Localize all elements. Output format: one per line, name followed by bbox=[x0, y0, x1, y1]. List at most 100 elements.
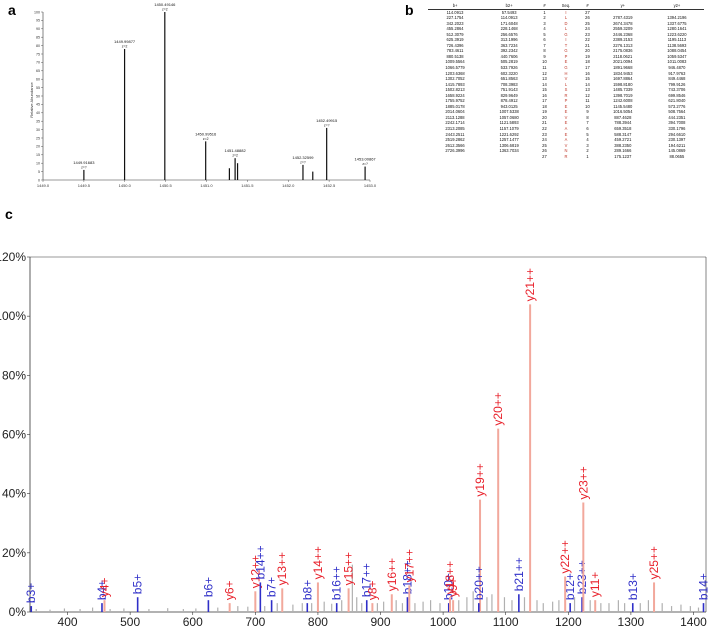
fragment-table-cell: 512.3079 bbox=[446, 31, 464, 37]
fragment-label-y14++: y14++ bbox=[311, 546, 325, 579]
fragment-label-y17++: y17++ bbox=[402, 549, 416, 582]
fragment-table-row: 2313.2085 1157.1079 22 A 6 659.3518 330.1796 bbox=[428, 126, 704, 132]
isotope-y-tick-label: 25 bbox=[36, 136, 40, 140]
fragment-table-row: 783.4611 392.2342 8 G 20 2175.0836 1088.0454 bbox=[428, 48, 704, 54]
fragment-label-y15++: y15++ bbox=[342, 552, 356, 585]
isotope-x-tick-label: 1452.5 bbox=[323, 183, 336, 188]
fragment-table-cell: 1891.9668 bbox=[613, 65, 633, 71]
fragment-table-cell: 175.1237 bbox=[614, 153, 632, 159]
fragment-table-cell: 10 bbox=[542, 59, 547, 65]
isotope-peak-charge: z=2 bbox=[122, 44, 128, 48]
fragment-table-cell: 1598.8180 bbox=[613, 81, 633, 87]
fragment-table-cell: 625.3919 bbox=[446, 37, 464, 43]
fragment-table-cell: 1306.6819 bbox=[499, 142, 519, 148]
isotope-peak-label: 1450.49146 bbox=[154, 2, 176, 7]
fragment-table-cell: 1059.5347 bbox=[667, 53, 687, 59]
isotope-y-tick-label: 80 bbox=[36, 44, 40, 48]
fragment-table-cell: 2787.4319 bbox=[613, 15, 633, 21]
fragment-table-cell: 7 bbox=[543, 42, 546, 48]
isotope-x-tick-label: 1450.0 bbox=[119, 183, 132, 188]
fragment-table-cell: 3 bbox=[543, 20, 546, 26]
fragment-table-cell: N bbox=[564, 148, 568, 154]
msms-x-tick-label: 1000 bbox=[430, 615, 457, 628]
fragment-table-cell: 1834.9453 bbox=[613, 70, 633, 76]
fragment-table-cell: 3 bbox=[586, 142, 589, 148]
fragment-table-cell: 1007.5338 bbox=[499, 109, 519, 115]
fragment-table-cell: I bbox=[565, 9, 567, 15]
fragment-table-cell: 363.7234 bbox=[500, 42, 518, 48]
fragment-table-cell: 2519.2862 bbox=[445, 137, 465, 143]
fragment-table-cell: 751.9143 bbox=[500, 87, 518, 93]
isotope-y-tick-label: 45 bbox=[36, 103, 40, 107]
fragment-table-cell: 1697.8864 bbox=[613, 76, 633, 82]
fragment-label-b4+: b4+ bbox=[95, 580, 109, 600]
fragment-table-cell: 2443.2511 bbox=[445, 131, 465, 137]
fragment-label-y8+: y8+ bbox=[365, 580, 379, 600]
fragment-table-cell: 508.7564 bbox=[668, 109, 686, 115]
fragment-table-cell: 621.8040 bbox=[668, 98, 686, 104]
fragment-table-cell: 194.6211 bbox=[668, 142, 686, 148]
fragment-table-cell: 19 bbox=[585, 53, 590, 59]
fragment-table-cell: 849.4468 bbox=[668, 76, 686, 82]
fragment-table-cell: D bbox=[564, 20, 568, 26]
fragment-table-cell: P bbox=[564, 53, 568, 59]
fragment-table-cell: 23 bbox=[585, 31, 590, 37]
isotope-y-tick-label: 70 bbox=[36, 61, 40, 65]
fragment-label-y18++: y18++ bbox=[443, 561, 457, 594]
fragment-table-cell: 26 bbox=[585, 15, 590, 21]
isotope-peak-charge: z=? bbox=[324, 123, 330, 127]
msms-y-tick-label: 20% bbox=[2, 546, 26, 560]
panel-letter-a: a bbox=[8, 2, 16, 18]
fragment-table-cell: 1223.6220 bbox=[667, 31, 687, 37]
fragment-label-b20++: b20++ bbox=[472, 566, 486, 600]
fragment-table-row: 342.2023 171.6048 3 D 25 2674.3478 1337.6775 bbox=[428, 21, 704, 27]
isotope-ylabel: Relative Abundance bbox=[29, 81, 34, 117]
fragment-table-cell: 2175.0836 bbox=[613, 48, 633, 54]
fragment-label-y4+: y4+ bbox=[97, 577, 111, 597]
fragment-table-cell: 588.3147 bbox=[614, 131, 632, 137]
fragment-table-cell: 14 bbox=[542, 81, 547, 87]
fragment-table-cell: 230.1397 bbox=[668, 137, 686, 143]
isotope-x-tick-label: 1451.0 bbox=[200, 183, 213, 188]
fragment-table-cell: 14 bbox=[585, 81, 590, 87]
fragment-table-cell: 1016.5054 bbox=[613, 109, 633, 115]
fragment-table-header: b2+ bbox=[482, 3, 537, 10]
isotope-peak-charge: z=? bbox=[300, 160, 306, 164]
fragment-table-cell: 946.4870 bbox=[668, 65, 686, 71]
fragment-table-cell: 24 bbox=[585, 26, 590, 32]
fragment-label-y16++: y16++ bbox=[385, 558, 399, 591]
isotope-y-tick-label: 0 bbox=[38, 178, 40, 182]
fragment-table-cell: 1415.7893 bbox=[445, 81, 465, 87]
fragment-table-cell: 943.0125 bbox=[500, 103, 518, 109]
fragment-label-y6+: y6+ bbox=[223, 580, 237, 600]
fragment-table-cell: V bbox=[564, 76, 568, 82]
isotope-y-tick-label: 55 bbox=[36, 86, 40, 90]
fragment-table-row: 2113.1288 1057.0680 20 V 8 887.4628 444.2351 bbox=[428, 115, 704, 121]
fragment-table-cell: 878.4912 bbox=[500, 98, 518, 104]
fragment-table-cell: 1066.5779 bbox=[445, 65, 465, 71]
fragment-label-b7+: b7+ bbox=[265, 577, 279, 597]
fragment-table-cell: 16 bbox=[585, 70, 590, 76]
fragment-label-b21++: b21++ bbox=[512, 557, 526, 591]
isotope-y-tick-label: 65 bbox=[36, 69, 40, 73]
isotope-y-tick-label: 90 bbox=[36, 27, 40, 31]
fragment-table-cell: 799.9126 bbox=[668, 81, 686, 87]
msms-x-tick-label: 1100 bbox=[493, 615, 519, 628]
fragment-table-cell bbox=[482, 154, 536, 160]
fragment-table-cell: A bbox=[564, 126, 568, 132]
fragment-table-cell: 1242.6008 bbox=[613, 98, 633, 104]
fragment-table-cell: 2389.2153 bbox=[613, 37, 633, 43]
fragment-table-cell: 2446.2368 bbox=[613, 31, 633, 37]
fragment-table-cell: V bbox=[564, 142, 568, 148]
fragment-table-cell: 1195.1113 bbox=[667, 37, 687, 43]
msms-y-tick-label: 0% bbox=[9, 605, 27, 619]
msms-x-tick-label: 1400 bbox=[680, 615, 707, 628]
fragment-label-y19++: y19++ bbox=[473, 463, 487, 496]
fragment-table-cell: E bbox=[564, 131, 568, 137]
fragment-table-cell: 1257.1477 bbox=[499, 137, 519, 143]
fragment-table-cell: 1157.1079 bbox=[499, 126, 519, 132]
fragment-table-cell: 459.2721 bbox=[614, 137, 632, 143]
fragment-table-row: 512.3079 256.6576 5 G 23 2446.2368 1223.6220 bbox=[428, 32, 704, 38]
isotope-y-tick-label: 95 bbox=[36, 19, 40, 23]
panel-letter-c: c bbox=[5, 206, 13, 222]
